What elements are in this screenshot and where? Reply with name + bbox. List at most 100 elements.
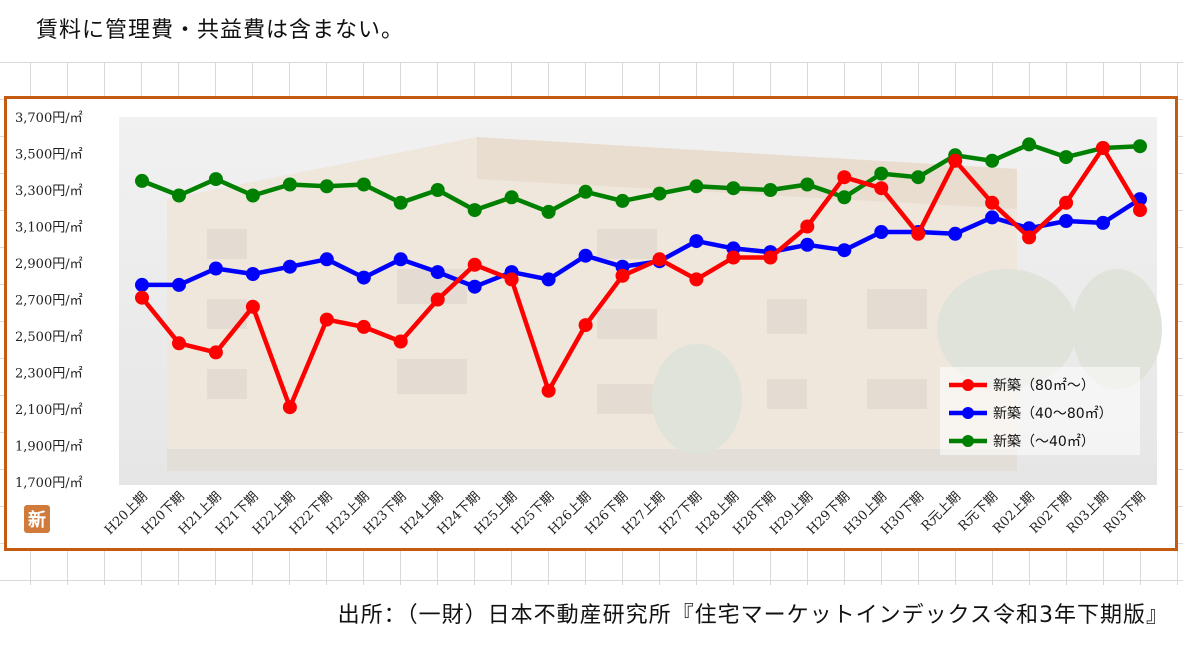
data-point	[578, 248, 593, 263]
data-point	[911, 226, 926, 241]
data-point	[393, 195, 408, 210]
data-point	[245, 299, 260, 314]
data-point	[615, 193, 630, 208]
line-chart: 1,700円/㎡ 1,900円/㎡ 2,100円/㎡ 2,300円/㎡ 2,500円/㎡…	[15, 111, 1162, 538]
data-point	[1059, 150, 1074, 165]
data-point	[800, 237, 815, 252]
y-tick-label: 1,900円/㎡	[15, 440, 83, 455]
data-point	[1133, 203, 1147, 218]
data-point	[800, 177, 815, 192]
data-point	[578, 184, 593, 199]
data-point	[1096, 141, 1110, 155]
data-point	[911, 170, 926, 185]
data-point	[874, 166, 889, 181]
source-citation: 出所：（一財）日本不動産研究所『住宅マーケットインデックス令和3年下期版』	[337, 603, 1169, 628]
data-point	[763, 183, 778, 197]
data-point	[135, 277, 149, 292]
y-tick-label: 3,700円/㎡	[15, 111, 83, 126]
bottom-area	[0, 585, 1183, 648]
legend-marker	[962, 435, 974, 447]
data-point	[837, 243, 852, 258]
data-point	[282, 400, 297, 415]
data-point	[135, 173, 149, 188]
x-tick-label: R元上期	[919, 489, 964, 534]
data-point	[578, 318, 593, 333]
data-point	[1133, 139, 1147, 154]
data-point	[504, 272, 519, 287]
data-point	[1059, 214, 1074, 228]
data-point	[874, 181, 889, 196]
data-point	[689, 179, 704, 194]
y-tick-label: 2,500円/㎡	[15, 330, 83, 345]
data-point	[985, 195, 1000, 210]
new-badge-icon: 新	[24, 505, 50, 533]
top-area	[0, 0, 1183, 62]
data-point	[430, 292, 445, 307]
data-point	[172, 188, 186, 203]
data-point	[356, 270, 371, 285]
data-point	[837, 170, 852, 185]
legend-label: 新築（40～80㎡）	[993, 406, 1113, 422]
series-line	[139, 142, 1143, 215]
data-point	[726, 250, 741, 265]
data-point	[652, 186, 667, 201]
legend-label: 新築（80㎡～）	[993, 378, 1095, 394]
data-point	[689, 234, 704, 249]
y-tick-label: 2,100円/㎡	[15, 403, 83, 418]
data-point	[1022, 230, 1037, 245]
data-point	[467, 203, 482, 218]
data-point	[615, 268, 630, 283]
data-point	[985, 153, 1000, 168]
x-axis: H20上期H20下期H21上期H21下期H22上期H22下期H23上期H23下期…	[102, 489, 1149, 538]
data-point	[356, 319, 371, 334]
data-point	[652, 252, 667, 267]
legend-marker	[962, 407, 974, 419]
y-tick-label: 2,900円/㎡	[15, 257, 83, 272]
y-tick-label: 3,300円/㎡	[15, 184, 83, 199]
data-point	[541, 383, 556, 398]
data-point	[319, 252, 334, 267]
data-point	[393, 334, 408, 349]
legend-marker	[962, 379, 974, 391]
data-point	[504, 190, 519, 205]
series-layer	[135, 137, 1147, 415]
data-point	[172, 336, 186, 351]
y-tick-label: 1,700円/㎡	[15, 476, 83, 491]
data-point	[430, 183, 445, 197]
data-point	[245, 188, 260, 203]
data-point	[1096, 215, 1110, 230]
data-point	[1022, 137, 1037, 152]
data-point	[282, 259, 297, 274]
data-point	[985, 210, 1000, 225]
data-point	[467, 257, 482, 272]
y-tick-label: 3,100円/㎡	[15, 221, 83, 236]
series-line	[139, 196, 1143, 289]
data-point	[172, 277, 186, 292]
data-point	[689, 272, 704, 287]
data-point	[208, 345, 223, 360]
legend: 新築（80㎡～） 新築（40～80㎡） 新築（～40㎡）	[940, 367, 1140, 455]
data-point	[356, 177, 371, 192]
series-line	[139, 145, 1143, 410]
data-point	[282, 177, 297, 192]
data-point	[541, 272, 556, 287]
data-point	[467, 279, 482, 294]
data-point	[948, 226, 963, 241]
y-tick-label: 3,500円/㎡	[15, 148, 83, 163]
y-tick-label: 2,700円/㎡	[15, 294, 83, 309]
data-point	[393, 252, 408, 267]
data-point	[135, 290, 149, 305]
data-point	[541, 204, 556, 219]
data-point	[245, 267, 260, 281]
data-point	[319, 312, 334, 327]
data-point	[726, 181, 741, 196]
data-point	[319, 179, 334, 194]
data-point	[430, 265, 445, 280]
data-point	[800, 219, 815, 234]
data-point	[208, 261, 223, 276]
chart-frame[interactable]: 1,700円/㎡ 1,900円/㎡ 2,100円/㎡ 2,300円/㎡ 2,500円/㎡…	[4, 96, 1178, 551]
legend-label: 新築（～40㎡）	[993, 434, 1095, 450]
data-point	[208, 172, 223, 187]
y-axis: 1,700円/㎡ 1,900円/㎡ 2,100円/㎡ 2,300円/㎡ 2,500円/㎡…	[15, 111, 83, 491]
y-tick-label: 2,300円/㎡	[15, 367, 83, 382]
